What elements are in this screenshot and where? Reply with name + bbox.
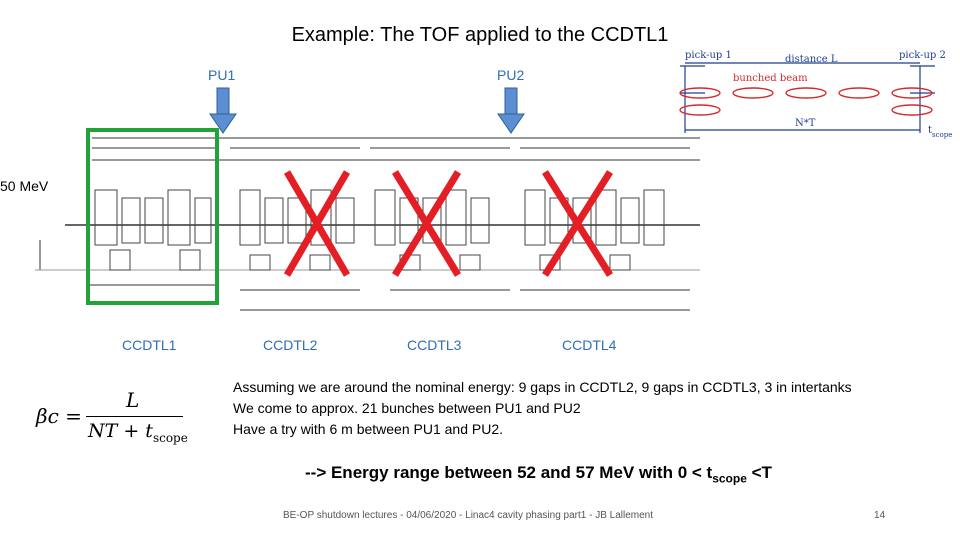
beam-energy-label: 50 MeV	[0, 178, 49, 194]
pickup-schematic: pick-up 1 distance L pick-up 2 bunched b…	[679, 50, 952, 139]
note-line-3: Have a try with 6 m between PU1 and PU2.	[233, 421, 504, 437]
formula-fraction-bar	[86, 416, 183, 417]
ccdtl4-label: CCDTL4	[562, 337, 617, 353]
distance-text: distance L	[785, 54, 838, 65]
slide-title: Example: The TOF applied to the CCDTL1	[291, 24, 669, 46]
pu2-label: PU2	[497, 67, 525, 83]
notes-block: Assuming we are around the nominal energ…	[233, 377, 852, 440]
ccdtl2-label: CCDTL2	[263, 337, 318, 353]
formula-denominator: NT + tscope	[88, 420, 188, 445]
pickup1-text: pick-up 1	[685, 50, 732, 61]
ccdtl-drawing	[35, 128, 700, 311]
pu2-arrow	[497, 87, 525, 134]
ccdtl1-label: CCDTL1	[122, 337, 177, 353]
formula-lhs: βc =	[36, 404, 82, 428]
footer-text: BE-OP shutdown lectures - 04/06/2020 - L…	[283, 510, 654, 521]
pickup2-text: pick-up 2	[899, 50, 946, 61]
note-line-1: Assuming we are around the nominal energ…	[233, 379, 852, 395]
bunch-ellipses	[679, 87, 933, 116]
tof-formula: βc = L NT + tscope	[36, 388, 188, 448]
formula-numerator: L	[126, 388, 140, 412]
red-cross-marks	[283, 170, 613, 277]
ccdtl3-label: CCDTL3	[407, 337, 462, 353]
energy-range-line: --> Energy range between 52 and 57 MeV w…	[305, 463, 772, 486]
pu1-arrow	[209, 87, 237, 134]
page-number: 14	[874, 510, 886, 521]
tscope-text: tscope	[928, 125, 952, 139]
bunched-beam-text: bunched beam	[733, 73, 808, 84]
note-line-2: We come to approx. 21 bunches between PU…	[233, 400, 581, 416]
ccdtl1-highlight-box	[86, 128, 219, 305]
nt-text: N*T	[795, 118, 816, 129]
pu1-label: PU1	[208, 67, 236, 83]
